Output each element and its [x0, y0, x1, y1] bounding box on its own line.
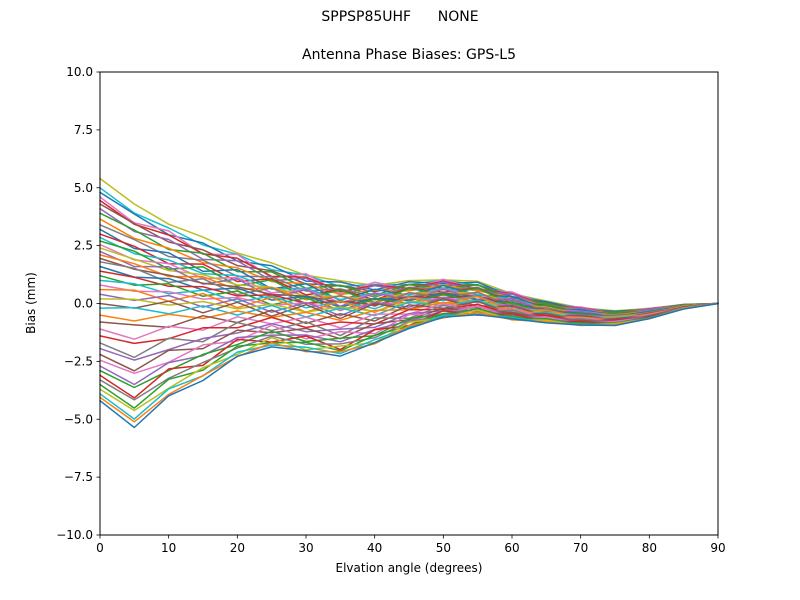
x-tick-label: 40 — [367, 541, 382, 555]
y-tick-label: 0.0 — [74, 297, 93, 311]
series-line — [99, 212, 719, 314]
y-tick-label: −2.5 — [64, 354, 93, 368]
y-tick-label: 5.0 — [74, 181, 93, 195]
y-tick-label: 7.5 — [74, 123, 93, 137]
series-line — [99, 191, 719, 313]
x-tick-label: 0 — [96, 541, 104, 555]
series-line — [99, 302, 719, 389]
y-tick-label: −7.5 — [64, 470, 93, 484]
y-tick-label: 2.5 — [74, 239, 93, 253]
chart-title: Antenna Phase Biases: GPS-L5 — [302, 47, 516, 63]
x-tick-label: 60 — [504, 541, 519, 555]
x-axis-label: Elvation angle (degrees) — [335, 561, 483, 575]
y-tick-label: 10.0 — [66, 65, 93, 79]
x-tick-label: 30 — [298, 541, 313, 555]
series-line — [99, 299, 719, 320]
y-tick-label: −10.0 — [56, 528, 93, 542]
x-tick-label: 10 — [161, 541, 176, 555]
series-line — [99, 240, 719, 315]
series-line — [99, 288, 719, 319]
suptitle: SPPSP85UHF NONE — [321, 9, 479, 25]
y-tick-label: −5.0 — [64, 412, 93, 426]
series-line — [99, 300, 719, 328]
series-line — [99, 302, 719, 412]
series-line — [99, 302, 719, 429]
series-line — [99, 302, 719, 375]
x-tick-label: 50 — [436, 541, 451, 555]
series-line — [99, 302, 719, 345]
x-tick-label: 20 — [230, 541, 245, 555]
x-tick-label: 90 — [710, 541, 725, 555]
x-tick-label: 70 — [573, 541, 588, 555]
x-tick-label: 80 — [642, 541, 657, 555]
series-line — [99, 261, 719, 317]
y-axis-label: Bias (mm) — [24, 272, 38, 334]
